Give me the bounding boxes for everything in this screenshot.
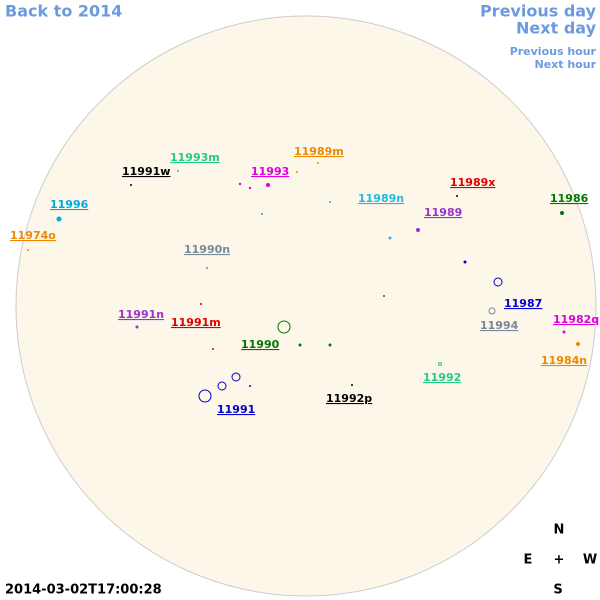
sunspot <box>298 343 302 347</box>
region-label[interactable]: 11991n <box>118 308 164 321</box>
region-label[interactable]: 11990 <box>241 338 280 351</box>
region-label[interactable]: 11990n <box>184 243 230 256</box>
sunspot <box>388 236 392 240</box>
sunspot <box>296 171 298 173</box>
sunspot <box>463 260 467 264</box>
region-label[interactable]: 11991m <box>171 316 221 329</box>
region-label[interactable]: 11993 <box>251 165 289 178</box>
sunspot <box>266 183 270 187</box>
region-label[interactable]: 11991w <box>122 165 170 178</box>
timestamp: 2014-03-02T17:00:28 <box>5 583 162 598</box>
sunspot <box>177 170 179 172</box>
sunspot <box>488 307 496 315</box>
sunspot <box>277 320 291 334</box>
back-link[interactable]: Back to 2014 <box>5 2 122 21</box>
compass-center: + <box>554 553 565 568</box>
sunspot <box>135 325 139 329</box>
sunspot <box>56 216 62 222</box>
sunspot <box>351 384 353 386</box>
sunspot <box>560 211 564 215</box>
next-day-link[interactable]: Next day <box>516 19 597 38</box>
solar-disc <box>15 15 597 597</box>
sunspot <box>200 303 202 305</box>
region-label[interactable]: 11989x <box>450 176 495 189</box>
previous-day-link[interactable]: Previous day <box>480 2 597 21</box>
region-label[interactable]: 11989 <box>424 206 462 219</box>
region-label[interactable]: 11986 <box>550 192 589 205</box>
sunspot <box>231 372 241 382</box>
region-label[interactable]: 11996 <box>50 198 89 211</box>
region-label[interactable]: 11982q <box>553 313 599 326</box>
sunspot <box>217 381 227 391</box>
compass-south: S <box>553 583 562 598</box>
sunspots <box>27 162 580 403</box>
sunspot <box>130 184 132 186</box>
region-label[interactable]: 11992p <box>326 392 372 405</box>
region-label[interactable]: 11992 <box>423 371 461 384</box>
sunspot <box>562 330 566 334</box>
compass-west: W <box>583 553 597 568</box>
region-label[interactable]: 11974o <box>10 229 56 242</box>
region-label[interactable]: 11993m <box>170 151 220 164</box>
sunspot <box>317 162 319 164</box>
sunspot <box>328 343 332 347</box>
sunspot <box>383 295 385 297</box>
sunspot <box>238 182 242 186</box>
region-label[interactable]: 11991 <box>217 403 255 416</box>
sunspot <box>27 249 29 251</box>
sunspot <box>456 195 458 197</box>
sunspot <box>212 348 214 350</box>
next-hour-link[interactable]: Next hour <box>535 58 597 71</box>
sunspot <box>493 277 503 287</box>
previous-hour-link[interactable]: Previous hour <box>510 45 597 58</box>
region-label[interactable]: 11984n <box>541 354 587 367</box>
compass-north: N <box>554 523 565 538</box>
sunspot <box>198 389 212 403</box>
region-label[interactable]: 11989m <box>294 145 344 158</box>
sunspot <box>576 342 580 346</box>
region-label[interactable]: 11994 <box>480 319 519 332</box>
region-label[interactable]: 11989n <box>358 192 404 205</box>
sunspot <box>416 228 420 232</box>
sunspot <box>261 213 263 215</box>
sunspot <box>248 186 252 190</box>
compass-east: E <box>524 553 533 568</box>
sunspot <box>438 362 442 366</box>
compass: N E + W S <box>524 523 598 598</box>
region-labels: 11991w 11993m 11993 11989m 11996 11989n … <box>10 145 599 416</box>
sunspot <box>329 201 331 203</box>
region-label[interactable]: 11987 <box>504 297 542 310</box>
sunspot <box>206 267 208 269</box>
sunspot <box>249 385 251 387</box>
